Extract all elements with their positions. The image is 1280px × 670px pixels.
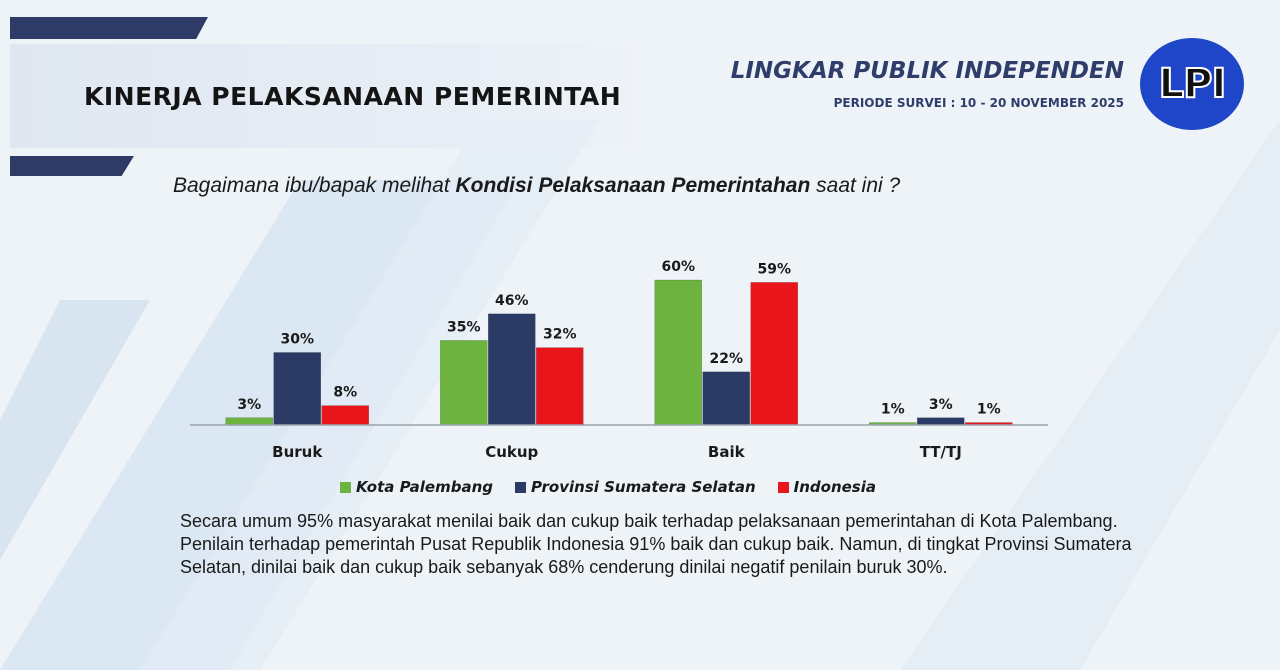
logo-text: LPI (1158, 60, 1228, 108)
data-label: 32% (543, 327, 577, 343)
bar (225, 417, 274, 426)
title-band (10, 44, 650, 148)
lpi-logo: LPI (1140, 38, 1244, 130)
bar (273, 352, 322, 426)
category-label: TT/TJ (920, 443, 962, 461)
data-label: 1% (881, 402, 905, 418)
question-emphasis: Kondisi Pelaksanaan Pemerintahan (455, 174, 811, 197)
legend-swatch (777, 481, 789, 493)
bar (535, 347, 584, 426)
data-label: 3% (929, 397, 953, 413)
bar (439, 340, 488, 426)
data-label: 8% (333, 385, 357, 401)
bar (916, 417, 965, 426)
category-label: Cukup (485, 443, 538, 461)
legend-swatch (515, 481, 526, 493)
data-label: 60% (661, 259, 695, 275)
question-prefix: Bagaimana ibu/bapak melihat (173, 174, 456, 197)
data-label: 22% (709, 351, 743, 367)
legend-item: Kota Palembang (340, 478, 493, 496)
data-label: 3% (237, 397, 261, 413)
legend-item: Indonesia (777, 478, 877, 496)
data-label: 46% (495, 293, 529, 309)
bar (702, 371, 751, 426)
legend-swatch (340, 481, 351, 493)
legend-label: Indonesia (793, 478, 877, 496)
org-name: LINGKAR PUBLIK INDEPENDEN (730, 58, 1124, 84)
page-title: KINERJA PELAKSANAAN PEMERINTAH (84, 82, 622, 111)
header-accent-bar-lower (10, 156, 134, 176)
data-label: 1% (977, 402, 1001, 418)
legend-label: Kota Palembang (356, 478, 493, 496)
summary-text: Secara umum 95% masyarakat menilai baik … (180, 511, 1132, 577)
category-label: Baik (708, 443, 746, 461)
survey-question: Bagaimana ibu/bapak melihat Kondisi Pela… (173, 174, 900, 198)
bar (487, 313, 536, 426)
data-label: 59% (757, 261, 791, 277)
bar (321, 405, 370, 426)
category-label: Buruk (272, 443, 323, 461)
data-label: 35% (447, 319, 481, 335)
legend-item: Provinsi Sumatera Selatan (515, 478, 756, 496)
bar (750, 282, 799, 426)
chart-legend: Kota Palembang Provinsi Sumatera Selatan I… (340, 478, 876, 496)
bar (654, 279, 703, 426)
legend-label: Provinsi Sumatera Selatan (531, 478, 756, 496)
question-suffix: saat ini ? (810, 174, 901, 197)
data-label: 30% (280, 332, 314, 348)
header-accent-bar (10, 17, 208, 39)
survey-period: PERIODE SURVEI : 10 - 20 NOVEMBER 2025 (833, 96, 1124, 110)
